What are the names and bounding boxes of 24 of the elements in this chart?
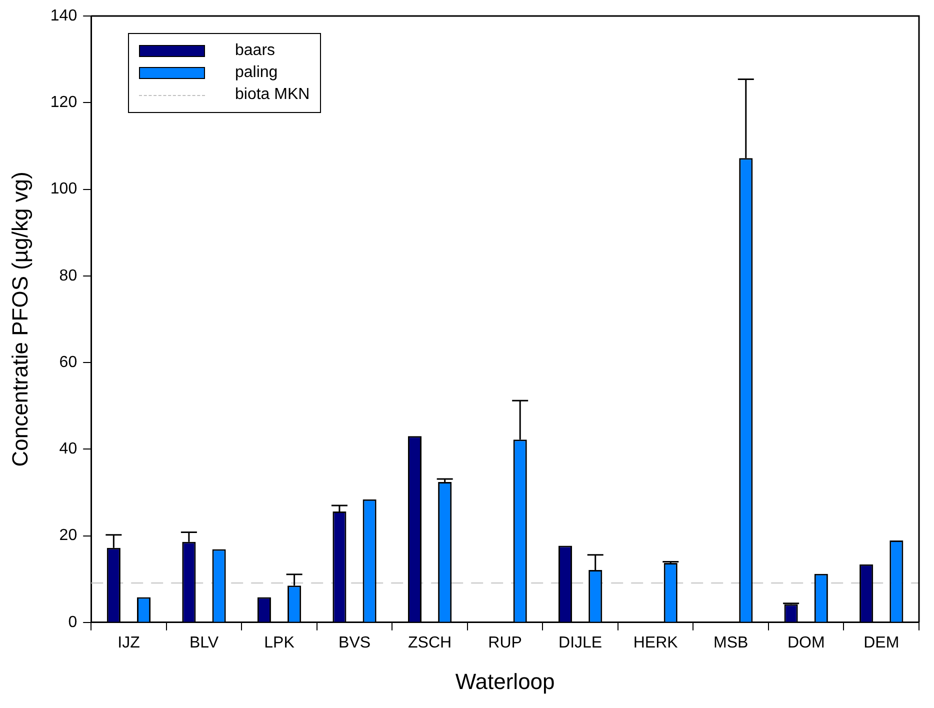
y-tick-label: 100 xyxy=(50,180,78,198)
y-tick-label: 40 xyxy=(59,440,78,458)
y-tick-label: 140 xyxy=(50,7,78,24)
x-tick-label: RUP xyxy=(488,634,522,652)
x-tick-label: IJZ xyxy=(118,634,140,652)
x-tick-label: DOM xyxy=(787,634,825,652)
x-tick-label: BLV xyxy=(189,634,219,652)
y-tick-label: 80 xyxy=(59,267,78,284)
x-tick-label: MSB xyxy=(714,634,748,652)
legend-label: paling xyxy=(235,64,278,82)
x-axis-title: Waterloop xyxy=(455,668,555,694)
y-tick-label: 120 xyxy=(50,94,78,112)
legend-label: baars xyxy=(235,42,276,60)
y-axis-title: Concentratie PFOS (µg/kg vg) xyxy=(7,172,32,467)
y-tick-label: 60 xyxy=(59,354,78,371)
legend-label: biota MKN xyxy=(235,86,310,104)
x-tick-label: BVS xyxy=(338,634,371,652)
x-tick-label: LPK xyxy=(264,634,295,652)
x-tick-label: HERK xyxy=(633,634,678,652)
y-tick-label: 20 xyxy=(59,527,78,544)
y-tick-label: 0 xyxy=(68,614,78,631)
x-tick-label: ZSCH xyxy=(408,634,452,652)
x-tick-label: DIJLE xyxy=(558,634,602,652)
x-tick-label: DEM xyxy=(864,634,900,652)
